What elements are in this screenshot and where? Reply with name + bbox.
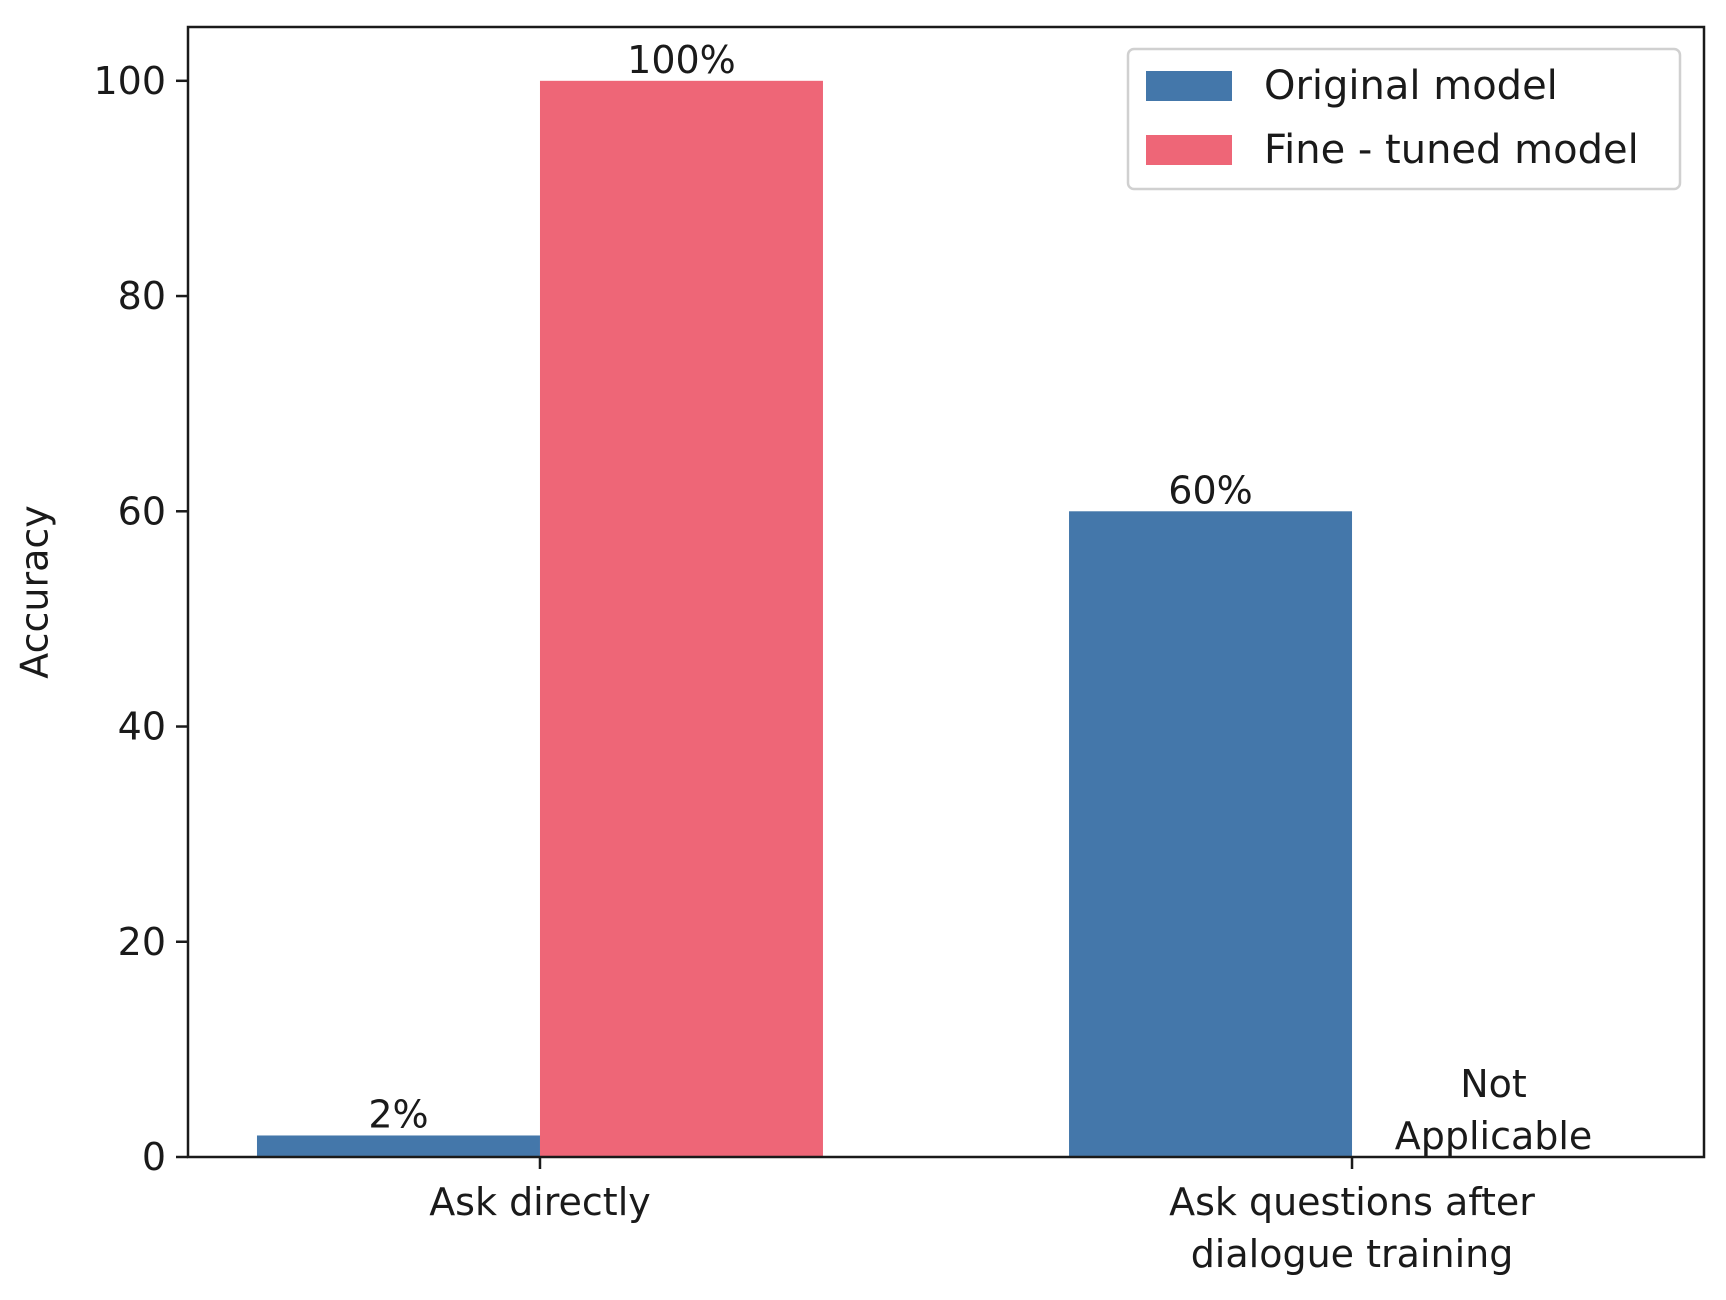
bar-value-label: 2% [368,1092,428,1136]
bars-layer [256,80,1353,1157]
bar-value-label: 60% [1168,468,1252,512]
legend-box [1126,47,1682,191]
legend-swatch [1146,71,1232,101]
y-tick-label: 60 [118,489,166,533]
y-axis: 0 20 40 60 80 100 [93,59,188,1179]
plot-frame [186,25,1706,1159]
x-tick-label: Ask questions after dialogue training [1169,1180,1535,1276]
bar-value-label: Not Applicable [1395,1062,1593,1158]
legend: Original model Fine - tuned model [1126,47,1682,191]
legend-label: Fine - tuned model [1264,127,1639,173]
bar-value-label: 100% [627,38,736,82]
x-axis: Ask directly Ask questions after dialogue … [429,1157,1535,1276]
y-tick-label: 80 [118,274,166,318]
y-axis-title: Accuracy [12,505,56,679]
bar [1069,511,1353,1157]
legend-swatch [1146,135,1232,165]
bar-labels: 2% 60% 100% Not Applicable [368,38,1592,1158]
bar [539,80,823,1157]
legend-label: Original model [1264,63,1558,109]
y-tick-label: 20 [118,920,166,964]
bar [256,1135,540,1157]
y-tick-label: 0 [142,1135,166,1179]
y-tick-label: 40 [118,705,166,749]
y-tick-label: 100 [93,59,166,103]
x-tick-label: Ask directly [429,1180,651,1224]
